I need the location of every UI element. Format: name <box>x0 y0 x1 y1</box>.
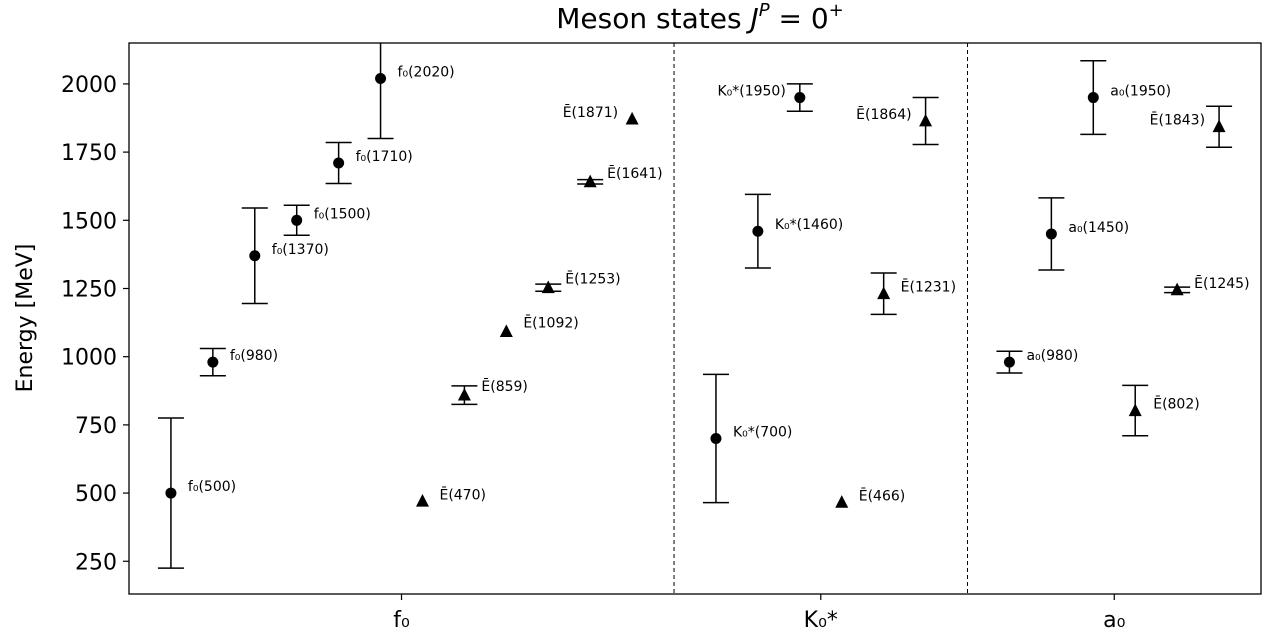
point--802- <box>1128 403 1142 417</box>
y-tick-label-500: 500 <box>75 482 117 507</box>
point-label-a-980-: a₀(980) <box>1026 348 1078 364</box>
point-label--1231-: Ē(1231) <box>901 279 956 296</box>
point--1871- <box>625 111 639 125</box>
point-f-1500- <box>291 214 303 226</box>
point-k-700- <box>710 433 722 445</box>
point-label-f-1710-: f₀(1710) <box>356 149 413 165</box>
point-label--470-: Ē(470) <box>439 486 486 503</box>
point-a-980- <box>1003 356 1015 368</box>
point--1245- <box>1170 282 1184 296</box>
point-f-1710- <box>333 157 345 169</box>
point-label--802-: Ē(802) <box>1153 396 1200 413</box>
point-label--1253-: Ē(1253) <box>565 271 620 288</box>
point-label--1864-: Ē(1864) <box>856 106 911 123</box>
point--1641- <box>583 174 597 188</box>
y-tick-label-1750: 1750 <box>61 141 117 166</box>
point-label-a-1950-: a₀(1950) <box>1110 84 1171 100</box>
point--1092- <box>499 324 513 337</box>
point--1843- <box>1212 119 1226 133</box>
point-label-k-1460-: K₀*(1460) <box>775 217 843 233</box>
point-label--466-: Ē(466) <box>859 487 906 504</box>
y-axis-label: Energy [MeV] <box>13 244 38 393</box>
point--1231- <box>877 286 891 300</box>
point-label--1843-: Ē(1843) <box>1150 112 1205 129</box>
title-equals: = 0 <box>770 2 829 35</box>
point-label-k-1950-: K₀*(1950) <box>717 84 785 100</box>
point-f-980- <box>207 356 219 368</box>
point--1864- <box>919 113 933 127</box>
x-category-label-2: K₀* <box>804 608 838 633</box>
point-k-1950- <box>794 92 806 104</box>
axes-frame <box>128 42 1262 595</box>
title-plus-superscript: + <box>829 0 844 21</box>
y-tick-label-750: 750 <box>75 414 117 439</box>
point--1253- <box>541 280 555 294</box>
y-tick-label-1000: 1000 <box>61 346 117 371</box>
point--470- <box>415 494 429 507</box>
point-label-f-500-: f₀(500) <box>188 479 236 495</box>
point--859- <box>457 387 471 401</box>
point-label-f-2020-: f₀(2020) <box>398 64 455 80</box>
point-label--1245-: Ē(1245) <box>1194 275 1249 292</box>
y-tick-label-1250: 1250 <box>61 277 117 302</box>
y-tick-label-250: 250 <box>75 550 117 575</box>
point-k-1460- <box>752 225 764 237</box>
point-f-500- <box>165 487 177 499</box>
point-label-f-1370-: f₀(1370) <box>272 242 329 258</box>
point--466- <box>835 495 849 508</box>
point-label--1641-: Ē(1641) <box>607 165 662 182</box>
point-label--859-: Ē(859) <box>481 378 528 395</box>
y-tick-label-2000: 2000 <box>61 73 117 98</box>
data-marks: f₀(500) f₀(980) f₀(1370) f₀(1500) f₀(1710) f₀… <box>157 43 1250 594</box>
title-prefix: Meson states <box>556 2 750 35</box>
point-label-f-1500-: f₀(1500) <box>314 206 371 222</box>
point-label--1092-: Ē(1092) <box>523 315 578 332</box>
point-label-a-1450-: a₀(1450) <box>1068 220 1129 236</box>
chart-title: Meson states JP = 0+ <box>556 0 843 35</box>
x-category-label-3: a₀ <box>1103 608 1125 633</box>
plot-area: 250 500 750 1000 1250 1500 1750 2000 f₀ K₀* a₀ f₀(5… <box>61 42 1262 633</box>
title-p-superscript: P <box>759 0 770 21</box>
point-a-1950- <box>1087 92 1099 104</box>
point-a-1450- <box>1045 228 1057 240</box>
point-label-k-700-: K₀*(700) <box>733 425 792 441</box>
point-label-f-980-: f₀(980) <box>230 348 278 364</box>
y-tick-label-1500: 1500 <box>61 209 117 234</box>
x-category-label-1: f₀ <box>393 608 410 633</box>
point-label--1871-: Ē(1871) <box>563 104 618 121</box>
point-f-2020- <box>375 72 387 84</box>
point-f-1370- <box>249 250 261 262</box>
